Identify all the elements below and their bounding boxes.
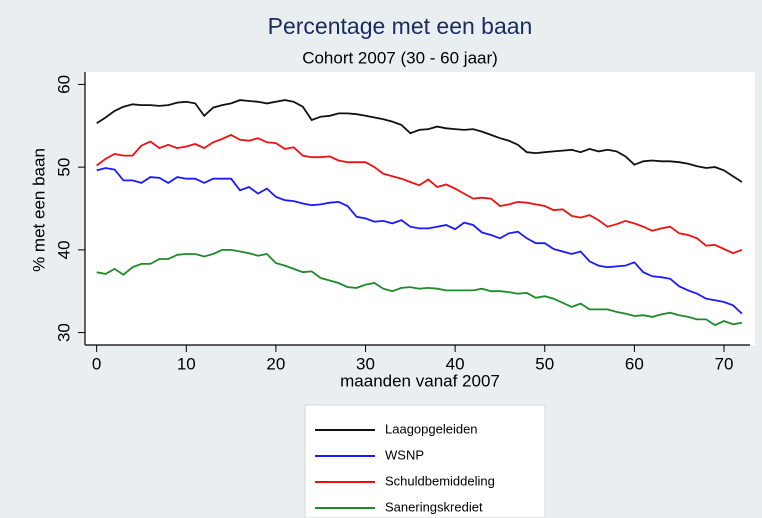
legend-label: Saneringskrediet [385,499,483,514]
series-line [96,167,743,315]
x-tick-label: 20 [266,354,285,373]
legend [304,404,546,518]
series-line [96,133,743,255]
y-tick-label: 60 [54,75,73,94]
series-line [96,99,743,183]
y-tick-label: 40 [54,240,73,259]
legend-label: Schuldbemiddeling [385,473,495,488]
x-axis-label: maanden vanaf 2007 [340,371,500,390]
legend-label: Laagopgeleiden [385,421,478,436]
y-tick-label: 30 [54,323,73,342]
chart-title: Percentage met een baan [268,13,533,39]
chart-subtitle: Cohort 2007 (30 - 60 jaar) [302,48,498,67]
x-tick-label: 10 [177,354,196,373]
plot-area [85,72,755,345]
legend-label: WSNP [385,447,424,462]
x-tick-label: 40 [446,354,465,373]
y-tick-label: 50 [54,158,73,177]
x-tick-label: 0 [92,354,101,373]
x-tick-label: 60 [625,354,644,373]
series-line [96,249,743,327]
y-axis-label: % met een baan [29,148,48,272]
x-tick-label: 50 [535,354,554,373]
x-tick-label: 30 [356,354,375,373]
x-tick-label: 70 [715,354,734,373]
